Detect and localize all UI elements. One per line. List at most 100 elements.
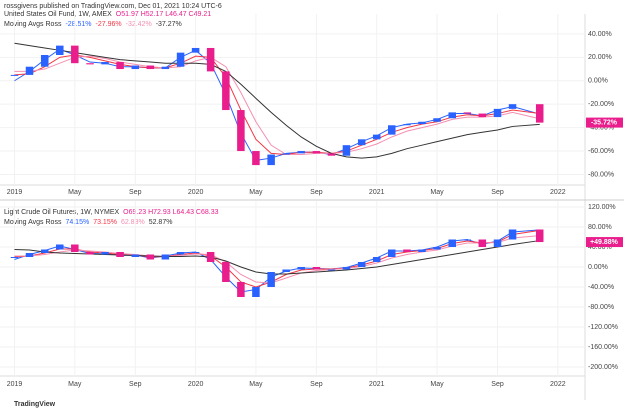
candle-body — [206, 252, 215, 262]
ohlc: O69.23 H72.93 L64.43 C68.33 — [123, 209, 218, 216]
candle-body — [222, 262, 230, 282]
candle-body — [40, 249, 49, 253]
y-tick-label: 40.00% — [588, 244, 612, 251]
candle-body — [116, 252, 124, 257]
y-tick-label: 80.00% — [588, 224, 612, 231]
x-tick-label: 2022 — [550, 381, 566, 388]
y-tick-label: -200.00% — [588, 364, 618, 371]
candle-body — [222, 71, 230, 111]
legend-entry: -28.51% — [65, 21, 91, 28]
candle-body — [237, 110, 245, 152]
y-tick-label: -40.00% — [588, 124, 614, 131]
ohlc: O51.97 H52.17 L46.47 C49.21 — [116, 11, 211, 18]
candle-body — [357, 139, 366, 146]
price-label-box — [586, 237, 623, 248]
candle-body — [252, 287, 260, 297]
legend-entry: -32.42% — [126, 21, 152, 28]
x-tick-label: May — [249, 189, 263, 196]
legend-entry: -37.27% — [156, 21, 182, 28]
moving-average — [14, 55, 540, 156]
candle-body — [448, 112, 457, 119]
brand: TradingView — [14, 401, 56, 408]
candle-body — [387, 249, 396, 257]
candle-body — [10, 74, 19, 76]
candle-body — [161, 254, 170, 260]
candle-body — [418, 249, 426, 252]
candle-body — [71, 244, 79, 252]
candle-body — [86, 252, 94, 255]
ma-title: Moving Avgs Ross — [4, 219, 62, 226]
y-tick-label: 20.00% — [588, 54, 612, 61]
candle-body — [191, 252, 200, 253]
candle-body — [433, 247, 441, 250]
candle-body — [535, 229, 544, 243]
candle-body — [478, 113, 487, 118]
x-tick-label: 2022 — [550, 189, 566, 196]
candle-body — [297, 267, 305, 270]
publisher: rossgivens published on TradingView.com,… — [4, 3, 222, 10]
candle-body — [297, 151, 305, 154]
x-tick-label: 2019 — [7, 381, 23, 388]
symbol-title: United States Oil Fund, 1W, AMEX — [4, 11, 112, 18]
x-tick-label: Sep — [129, 189, 142, 196]
x-tick-label: 2020 — [188, 189, 204, 196]
x-tick-label: Sep — [310, 189, 323, 196]
y-tick-label: 120.00% — [588, 204, 616, 211]
y-tick-label: -80.00% — [588, 304, 614, 311]
moving-average — [14, 42, 540, 159]
price-label: +49.88% — [590, 239, 619, 246]
y-tick-label: -80.00% — [588, 171, 614, 178]
candle-body — [86, 63, 94, 65]
candle-body — [25, 253, 34, 257]
candle-body — [433, 118, 441, 122]
candle-body — [418, 121, 426, 125]
price-label-box — [586, 117, 623, 128]
legend-entry: -27.96% — [96, 21, 122, 28]
candle-body — [131, 65, 140, 70]
candle-body — [40, 54, 49, 67]
candle-body — [327, 153, 336, 156]
candle-body — [10, 257, 19, 258]
candle-body — [101, 252, 109, 255]
candle-body — [282, 269, 290, 272]
candle-body — [267, 154, 275, 166]
candle-body — [342, 267, 351, 270]
candle-body — [101, 62, 109, 65]
x-tick-label: May — [68, 189, 82, 196]
candle-body — [372, 134, 381, 140]
candle-body — [493, 108, 502, 118]
x-tick-label: 2021 — [369, 381, 385, 388]
candle-body — [71, 45, 79, 64]
candle-body — [56, 244, 64, 250]
candle-body — [25, 66, 34, 75]
y-tick-label: 0.00% — [588, 264, 608, 271]
candle-body — [282, 153, 290, 155]
symbol-title: Light Crude Oil Futures, 1W, NYMEX — [4, 209, 119, 216]
candle-body — [252, 151, 260, 166]
legend-entry: 62.83% — [121, 219, 145, 226]
candle-body — [372, 257, 381, 262]
candle-body — [508, 229, 517, 240]
candle-body — [327, 269, 336, 271]
y-tick-label: -40.00% — [588, 284, 614, 291]
candle-body — [448, 239, 457, 247]
candle-body — [267, 272, 275, 287]
legend-entry: 74.15% — [65, 219, 89, 226]
candle-body — [191, 47, 200, 53]
candle-body — [176, 252, 185, 255]
candle-body — [146, 65, 155, 70]
price-label: -35.72% — [591, 119, 618, 126]
x-tick-label: May — [430, 189, 444, 196]
x-tick-label: Sep — [491, 381, 504, 388]
candle-body — [493, 239, 502, 247]
x-tick-label: Sep — [491, 189, 504, 196]
x-tick-label: May — [430, 381, 444, 388]
x-tick-label: Sep — [129, 381, 142, 388]
candle-body — [161, 66, 170, 70]
y-tick-label: -120.00% — [588, 324, 618, 331]
y-tick-label: -160.00% — [588, 344, 618, 351]
x-tick-label: May — [68, 381, 82, 388]
moving-average — [14, 54, 540, 156]
x-tick-label: 2020 — [188, 381, 204, 388]
